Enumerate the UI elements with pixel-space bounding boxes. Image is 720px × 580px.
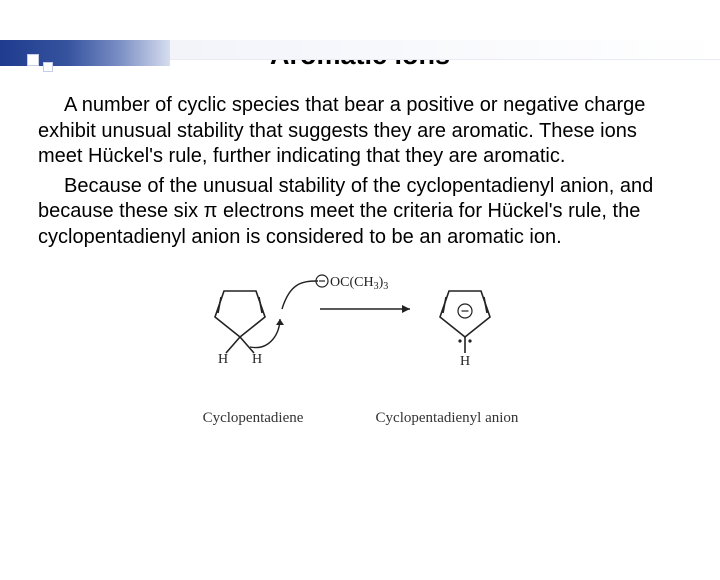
- header-gradient: [0, 40, 170, 66]
- reagent-text-1: OC(CH: [330, 275, 374, 290]
- cyclopentadienyl-anion: H: [440, 291, 490, 369]
- reaction-svg: H H OC(CH3)3: [180, 269, 540, 399]
- hydrogen-label-anion: H: [460, 354, 470, 369]
- paragraph-2: Because of the unusual stability of the …: [38, 174, 682, 251]
- hydrogen-label-left: H: [218, 352, 228, 367]
- reagent-sub-2: 3: [383, 281, 388, 292]
- hydrogen-label-right: H: [252, 352, 262, 367]
- slide-header-decor: [0, 40, 720, 72]
- decor-square-1: [27, 54, 39, 66]
- caption-right: Cyclopentadienyl anion: [362, 410, 532, 427]
- header-gradient-tail: [170, 40, 720, 60]
- reaction-arrow: [320, 305, 410, 313]
- caption-left: Cyclopentadiene: [188, 410, 318, 427]
- paragraph-1: A number of cyclic species that bear a p…: [38, 93, 682, 170]
- reaction-diagram: H H OC(CH3)3: [0, 269, 720, 427]
- cyclopentadiene: H H: [200, 276, 318, 367]
- slide-body: A number of cyclic species that bear a p…: [0, 93, 720, 251]
- base-reagent: OC(CH3)3: [316, 275, 388, 292]
- svg-text:OC(CH3)3: OC(CH3)3: [330, 275, 388, 292]
- decor-square-2: [43, 62, 53, 72]
